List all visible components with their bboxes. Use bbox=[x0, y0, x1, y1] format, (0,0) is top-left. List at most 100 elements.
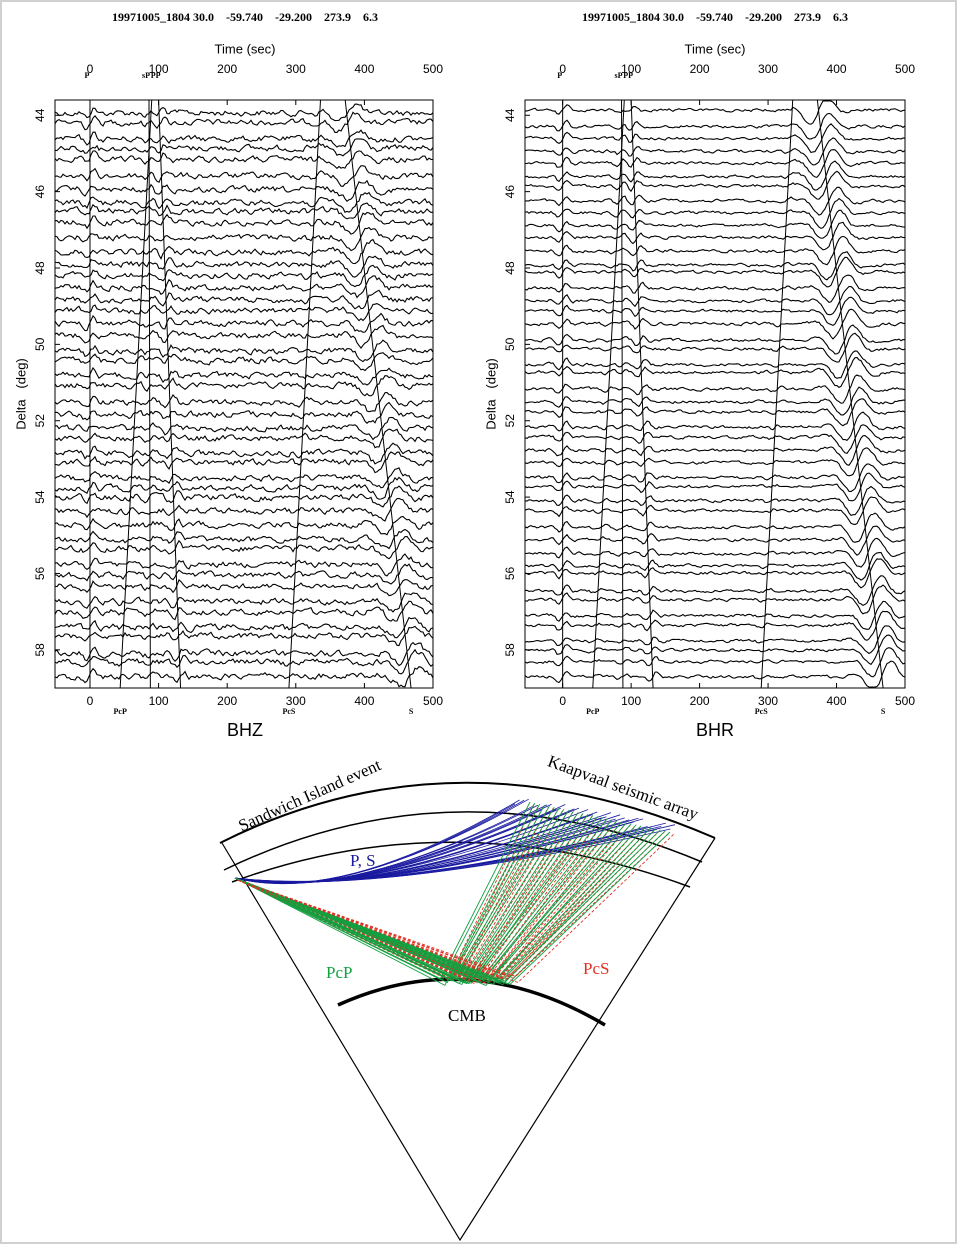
pcp-label: PcP bbox=[326, 963, 352, 982]
x-tick-label: 500 bbox=[895, 62, 915, 76]
trace bbox=[524, 350, 906, 379]
x-tick-label: 400 bbox=[827, 694, 847, 708]
trace bbox=[524, 558, 906, 589]
trace bbox=[524, 424, 906, 455]
phase-label: PP bbox=[151, 71, 161, 80]
x-tick-label: 400 bbox=[354, 694, 374, 708]
phase-curve bbox=[816, 99, 884, 689]
trace bbox=[524, 235, 906, 266]
rays bbox=[234, 798, 676, 986]
pcs-ray bbox=[237, 816, 593, 984]
trace bbox=[54, 600, 434, 622]
x-tick-label: 100 bbox=[621, 62, 641, 76]
trace bbox=[54, 553, 433, 577]
phase-label: S bbox=[881, 707, 886, 716]
trace bbox=[524, 308, 906, 340]
phase-label: PcS bbox=[282, 707, 295, 716]
trace bbox=[54, 255, 434, 278]
x-tick-label: 500 bbox=[423, 62, 443, 76]
trace bbox=[524, 625, 906, 655]
trace bbox=[54, 289, 434, 310]
ps-ray bbox=[234, 824, 676, 882]
y-tick-label: 56 bbox=[33, 566, 47, 580]
x-tick-label: 200 bbox=[690, 694, 710, 708]
trace bbox=[54, 226, 434, 252]
pcp-ray bbox=[234, 811, 574, 986]
trace bbox=[54, 150, 434, 170]
trace bbox=[524, 411, 906, 441]
phase-curve bbox=[288, 99, 321, 689]
trace bbox=[54, 535, 434, 560]
phase-curve bbox=[119, 99, 153, 689]
phase-curve bbox=[158, 99, 182, 689]
y-tick-label: 52 bbox=[503, 414, 517, 428]
x-tick-label: 400 bbox=[354, 62, 374, 76]
y-tick-label: 48 bbox=[33, 261, 47, 275]
trace bbox=[54, 391, 434, 413]
x-tick-label: 0 bbox=[87, 62, 94, 76]
trace bbox=[524, 575, 906, 607]
trace bbox=[524, 551, 906, 581]
pcs-ray bbox=[237, 814, 583, 980]
pcp-ray bbox=[234, 821, 623, 986]
trace bbox=[524, 374, 906, 404]
trace bbox=[54, 111, 434, 133]
phase-label: P bbox=[85, 71, 90, 80]
trace bbox=[524, 660, 906, 688]
trace bbox=[524, 186, 906, 216]
x-tick-label: 300 bbox=[286, 62, 306, 76]
trace bbox=[524, 463, 906, 493]
trace bbox=[524, 435, 906, 466]
cmb-line bbox=[337, 977, 606, 1027]
trace bbox=[54, 442, 434, 465]
y-tick-label: 46 bbox=[503, 185, 517, 199]
seismogram-panel: 19971005_1804 30.0 -59.740 -29.200 273.9… bbox=[13, 10, 443, 740]
trace bbox=[524, 285, 906, 316]
phase-curve bbox=[760, 99, 794, 689]
trace bbox=[55, 416, 434, 441]
trace bbox=[524, 256, 906, 288]
y-tick-label: 58 bbox=[33, 643, 47, 657]
y-tick-label: 46 bbox=[33, 185, 47, 199]
trace bbox=[54, 467, 434, 489]
trace bbox=[524, 512, 906, 543]
pcs-ray bbox=[237, 806, 549, 982]
trace bbox=[54, 616, 434, 639]
trace bbox=[54, 528, 434, 550]
trace bbox=[524, 123, 906, 154]
pcp-ray bbox=[234, 803, 541, 986]
x-tick-label: 200 bbox=[690, 62, 710, 76]
trace bbox=[54, 129, 434, 148]
phase-curve bbox=[592, 99, 625, 689]
pcs-ray bbox=[237, 827, 646, 980]
trace bbox=[54, 428, 434, 449]
trace bbox=[54, 451, 434, 474]
trace bbox=[524, 472, 906, 502]
trace bbox=[54, 165, 434, 187]
pcs-ray bbox=[237, 819, 607, 984]
wedge bbox=[221, 837, 716, 1242]
x-tick-label: 0 bbox=[559, 62, 566, 76]
x-tick-label: 500 bbox=[895, 694, 915, 708]
trace bbox=[525, 149, 905, 178]
y-axis-label: Delta (deg) bbox=[483, 358, 498, 430]
trace bbox=[524, 447, 906, 477]
trace bbox=[524, 170, 906, 200]
phase-curve bbox=[148, 99, 151, 689]
phase-label: sP bbox=[615, 71, 623, 80]
trace bbox=[524, 610, 906, 641]
trace bbox=[524, 525, 906, 556]
pcs-ray bbox=[237, 832, 670, 978]
plot-frame bbox=[524, 99, 906, 689]
phase-label: PcP bbox=[114, 707, 127, 716]
phase-label: PcS bbox=[755, 707, 768, 716]
pcs-ray bbox=[237, 833, 675, 983]
trace bbox=[524, 112, 906, 140]
trace bbox=[54, 238, 434, 265]
y-tick-label: 54 bbox=[503, 490, 517, 504]
trace bbox=[524, 197, 906, 229]
surface bbox=[219, 781, 716, 844]
component-label: BHR bbox=[696, 720, 734, 740]
trace bbox=[524, 274, 905, 304]
